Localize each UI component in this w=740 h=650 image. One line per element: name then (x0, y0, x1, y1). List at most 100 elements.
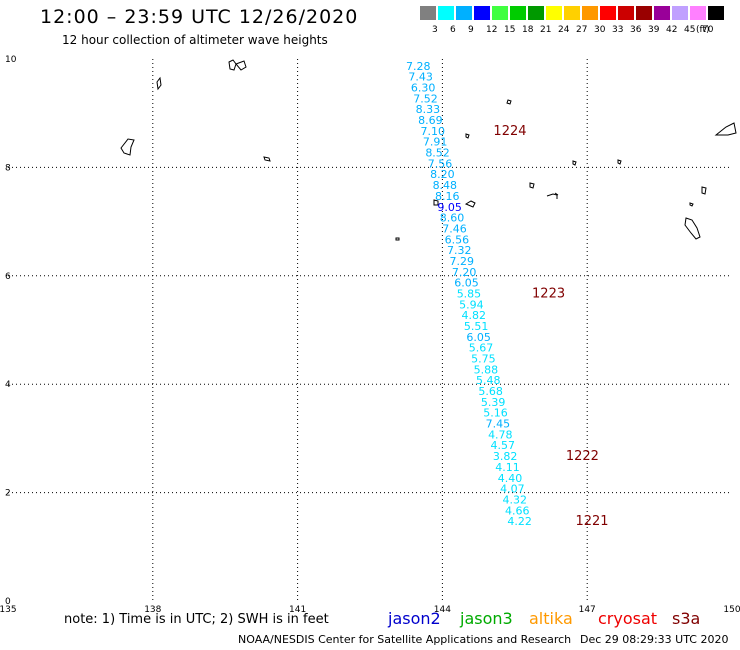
legend-label: 30 (594, 25, 606, 35)
legend-swatch (690, 6, 706, 20)
lat-tick-label: 0 (5, 597, 11, 607)
island-outline (464, 200, 476, 208)
swh-value: 8.33 (416, 103, 441, 116)
footer-note: note: 1) Time is in UTC; 2) SWH is in fe… (64, 612, 329, 627)
map-subtitle: 12 hour collection of altimeter wave hei… (62, 33, 328, 47)
swh-value: 7.29 (449, 255, 474, 268)
island-outline (228, 59, 247, 71)
lon-tick-label: 150 (723, 605, 740, 615)
swh-value: 7.91 (423, 136, 448, 149)
island-outline (617, 159, 622, 165)
lon-tick-label: 135 (0, 605, 17, 615)
swh-value: 8.16 (435, 190, 460, 203)
swh-value: 7.46 (442, 222, 467, 235)
legend-swatch (708, 6, 724, 20)
time-labels: 1224 1223 1222 1221 (493, 124, 608, 529)
lon-tick-label: 144 (434, 605, 451, 615)
swh-value: 5.67 (469, 342, 494, 355)
mission-cryosat: cryosat (598, 609, 658, 628)
swh-value: 6.05 (466, 331, 491, 344)
island-outline (433, 199, 439, 206)
swh-value: 5.68 (478, 385, 503, 398)
legend-swatch (420, 6, 436, 20)
legend-label: 24 (558, 25, 570, 35)
swh-value: 3.82 (493, 450, 518, 463)
island-outline (572, 160, 577, 166)
island-outline (263, 156, 271, 162)
lat-tick-label: 2 (5, 489, 11, 499)
legend-label: 36 (630, 25, 642, 35)
swh-value: 6.30 (411, 82, 436, 95)
island-outline (120, 138, 135, 156)
legend-label: 33 (612, 25, 624, 35)
legend-swatch (636, 6, 652, 20)
island-outline (156, 76, 162, 91)
swh-value: 6.56 (445, 233, 470, 246)
mission-s3a: s3a (672, 609, 701, 628)
credit-line: NOAA/NESDIS Center for Satellite Applica… (238, 633, 572, 646)
swh-value: 7.28 (406, 60, 431, 73)
swh-value: 7.20 (452, 266, 477, 279)
swh-value: 4.40 (498, 472, 523, 485)
swh-value: 5.88 (474, 363, 499, 376)
lat-tick-label: 6 (5, 272, 11, 282)
swh-value: 4.07 (500, 483, 525, 496)
mission-altika: altika (529, 609, 573, 628)
legend-swatch (672, 6, 688, 20)
swh-value: 5.48 (476, 374, 501, 387)
swh-value: 7.56 (428, 157, 453, 170)
generated-timestamp: Dec 29 08:29:33 UTC 2020 (580, 633, 729, 646)
island-outline (546, 192, 559, 199)
swh-value: 7.10 (420, 125, 445, 138)
time-label: 1221 (575, 514, 608, 529)
legend-swatch (528, 6, 544, 20)
legend-swatch (546, 6, 562, 20)
island-outline (714, 122, 737, 136)
swh-value: 4.22 (507, 515, 532, 528)
legend-label: 15 (504, 25, 516, 35)
swh-value: 8.69 (418, 114, 443, 127)
swh-value: 5.94 (459, 298, 484, 311)
swh-value: 7.32 (447, 244, 472, 257)
swh-value: 5.39 (481, 396, 506, 409)
time-label: 1224 (493, 124, 526, 139)
legend-swatch (564, 6, 580, 20)
legend-unit: (ft) (696, 25, 710, 35)
lon-tick-label: 141 (289, 605, 306, 615)
legend-swatch (618, 6, 634, 20)
swh-value: 8.52 (425, 147, 450, 160)
legend-label: 70 (702, 25, 714, 35)
swh-value: 7.45 (486, 418, 511, 431)
legend-label: 3 (432, 25, 438, 35)
island-outline (684, 217, 701, 240)
coastline-outlines (120, 59, 737, 241)
swh-value: 4.78 (488, 428, 513, 441)
legend-swatch (474, 6, 490, 20)
swh-value: 8.48 (433, 179, 458, 192)
legend-label: 18 (522, 25, 534, 35)
lat-tick-label: 10 (5, 55, 17, 65)
swh-value: 4.82 (462, 309, 487, 322)
swh-value: 4.11 (495, 461, 520, 474)
axis-tick-labels: 135 138 141 144 147 150 0 2 4 6 8 10 (0, 55, 740, 615)
legend-swatch (492, 6, 508, 20)
swh-value: 4.66 (505, 504, 530, 517)
time-label: 1222 (566, 449, 599, 464)
island-outline (395, 237, 400, 241)
legend-label: 42 (666, 25, 678, 35)
legend-label: 6 (450, 25, 456, 35)
legend-label: 21 (540, 25, 552, 35)
island-outline (506, 99, 512, 105)
swh-value: 5.85 (457, 287, 482, 300)
legend-swatch (600, 6, 616, 20)
altimeter-track: 7.287.436.307.528.338.697.107.918.527.56… (406, 60, 532, 528)
swh-value: 7.43 (408, 71, 433, 84)
time-label: 1223 (532, 286, 565, 301)
legend-label: 12 (486, 25, 498, 35)
legend-label: 27 (576, 25, 588, 35)
swh-value: 8.20 (430, 168, 455, 181)
lat-lon-grid (8, 59, 732, 601)
swh-value: 6.05 (454, 277, 479, 290)
island-outline (529, 182, 535, 189)
